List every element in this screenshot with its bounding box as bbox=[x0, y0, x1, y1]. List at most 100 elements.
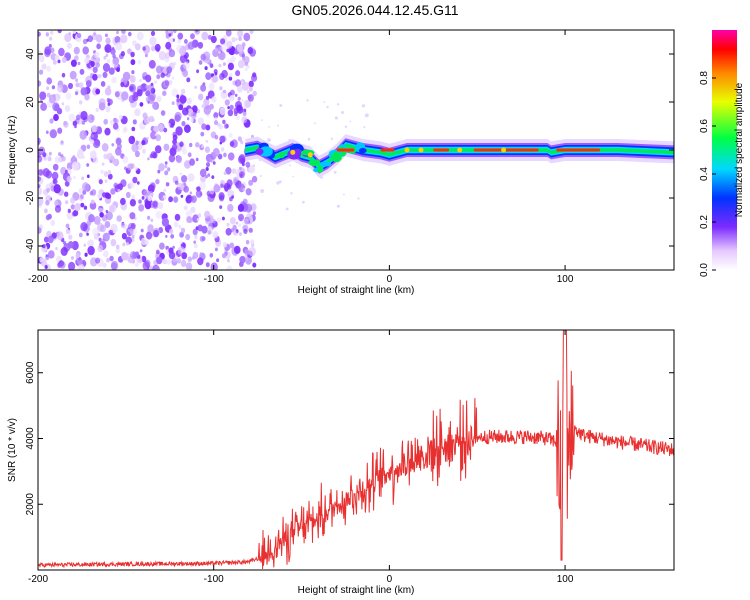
noise-speckle bbox=[87, 114, 95, 123]
noise-speckle bbox=[247, 94, 254, 102]
noise-speckle bbox=[241, 116, 248, 124]
noise-speckle bbox=[220, 147, 225, 152]
noise-speckle bbox=[145, 74, 152, 83]
noise-speckle bbox=[160, 110, 166, 116]
noise-speckle bbox=[66, 211, 74, 220]
noise-speckle bbox=[184, 124, 191, 133]
noise-speckle bbox=[219, 86, 223, 91]
noise-speckle bbox=[164, 170, 169, 176]
noise-speckle bbox=[208, 215, 214, 222]
noise-speckle bbox=[123, 126, 128, 132]
noise-speckle bbox=[93, 216, 101, 225]
signal-blob bbox=[317, 166, 324, 173]
noise-speckle bbox=[100, 169, 104, 174]
noise-speckle bbox=[142, 261, 150, 270]
noise-speckle bbox=[98, 237, 102, 242]
noise-speckle bbox=[54, 104, 60, 111]
noise-speckle bbox=[100, 81, 106, 87]
noise-speckle bbox=[229, 242, 234, 249]
noise-speckle bbox=[66, 42, 72, 49]
noise-speckle bbox=[79, 68, 85, 75]
noise-speckle bbox=[195, 142, 200, 148]
noise-speckle bbox=[152, 152, 158, 159]
noise-speckle bbox=[216, 258, 220, 263]
noise-speckle bbox=[154, 80, 158, 84]
signal-core-dot bbox=[457, 147, 463, 153]
noise-speckle bbox=[212, 231, 219, 239]
noise-speckle bbox=[120, 51, 125, 57]
noise-speckle bbox=[47, 213, 52, 220]
noise-speckle bbox=[186, 216, 192, 224]
noise-speckle bbox=[234, 245, 241, 254]
noise-speckle bbox=[134, 262, 139, 267]
noise-speckle bbox=[101, 143, 109, 152]
noise-speckle bbox=[81, 176, 84, 181]
noise-speckle bbox=[251, 175, 258, 183]
noise-speckle bbox=[222, 89, 226, 94]
noise-speckle bbox=[211, 76, 217, 84]
noise-speckle bbox=[239, 255, 246, 264]
noise-speckle bbox=[209, 63, 214, 68]
noise-speckle bbox=[147, 100, 150, 104]
noise-speckle bbox=[147, 84, 155, 94]
noise-speckle bbox=[203, 98, 210, 106]
noise-speckle bbox=[96, 57, 101, 63]
noise-speckle bbox=[225, 30, 232, 37]
noise-speckle bbox=[92, 66, 98, 74]
noise-speckle bbox=[229, 197, 233, 202]
noise-speckle bbox=[176, 98, 180, 103]
noise-speckle bbox=[96, 43, 101, 50]
noise-speckle bbox=[147, 224, 154, 233]
noise-speckle bbox=[111, 76, 117, 84]
noise-speckle bbox=[56, 231, 64, 241]
noise-speckle bbox=[44, 208, 48, 214]
noise-speckle bbox=[240, 140, 244, 145]
noise-speckle bbox=[68, 82, 73, 90]
noise-speckle bbox=[127, 48, 132, 55]
noise-speckle bbox=[214, 47, 219, 52]
noise-speckle bbox=[130, 51, 135, 58]
noise-speckle bbox=[225, 77, 228, 81]
noise-speckle bbox=[44, 49, 51, 58]
noise-speckle bbox=[182, 69, 189, 78]
noise-speckle bbox=[196, 218, 200, 222]
noise-speckle bbox=[136, 31, 144, 41]
noise-speckle bbox=[205, 139, 209, 143]
noise-speckle bbox=[102, 262, 107, 268]
noise-speckle bbox=[154, 145, 162, 154]
noise-speckle bbox=[216, 217, 222, 223]
noise-speckle bbox=[220, 43, 227, 52]
noise-speckle bbox=[242, 111, 247, 117]
noise-speckle bbox=[150, 182, 156, 190]
noise-speckle bbox=[196, 69, 200, 74]
noise-speckle bbox=[77, 61, 81, 66]
signal-core bbox=[336, 148, 355, 152]
noise-speckle bbox=[46, 77, 53, 85]
noise-speckle bbox=[200, 84, 207, 92]
noise-speckle bbox=[72, 211, 77, 217]
noise-speckle bbox=[49, 36, 53, 41]
noise-speckle bbox=[83, 243, 87, 247]
noise-speckle bbox=[229, 89, 235, 96]
noise-speckle bbox=[193, 240, 196, 244]
snr-ytick-label: 6000 bbox=[25, 361, 36, 384]
noise-speckle bbox=[323, 101, 326, 103]
noise-speckle bbox=[222, 241, 227, 248]
noise-speckle bbox=[114, 36, 121, 44]
noise-speckle bbox=[242, 218, 249, 227]
noise-speckle bbox=[150, 218, 154, 223]
noise-speckle bbox=[333, 170, 337, 174]
noise-speckle bbox=[171, 101, 175, 105]
noise-speckle bbox=[243, 108, 247, 113]
noise-speckle bbox=[78, 188, 83, 194]
noise-speckle bbox=[65, 228, 71, 235]
noise-speckle bbox=[182, 107, 189, 116]
noise-speckle bbox=[46, 230, 52, 238]
noise-speckle bbox=[92, 138, 101, 149]
noise-speckle bbox=[107, 169, 112, 175]
noise-speckle bbox=[248, 80, 254, 88]
noise-speckle bbox=[219, 205, 223, 210]
noise-speckle bbox=[61, 56, 67, 64]
spectrogram-ytick-label: 0 bbox=[25, 147, 36, 153]
noise-speckle bbox=[49, 118, 54, 124]
